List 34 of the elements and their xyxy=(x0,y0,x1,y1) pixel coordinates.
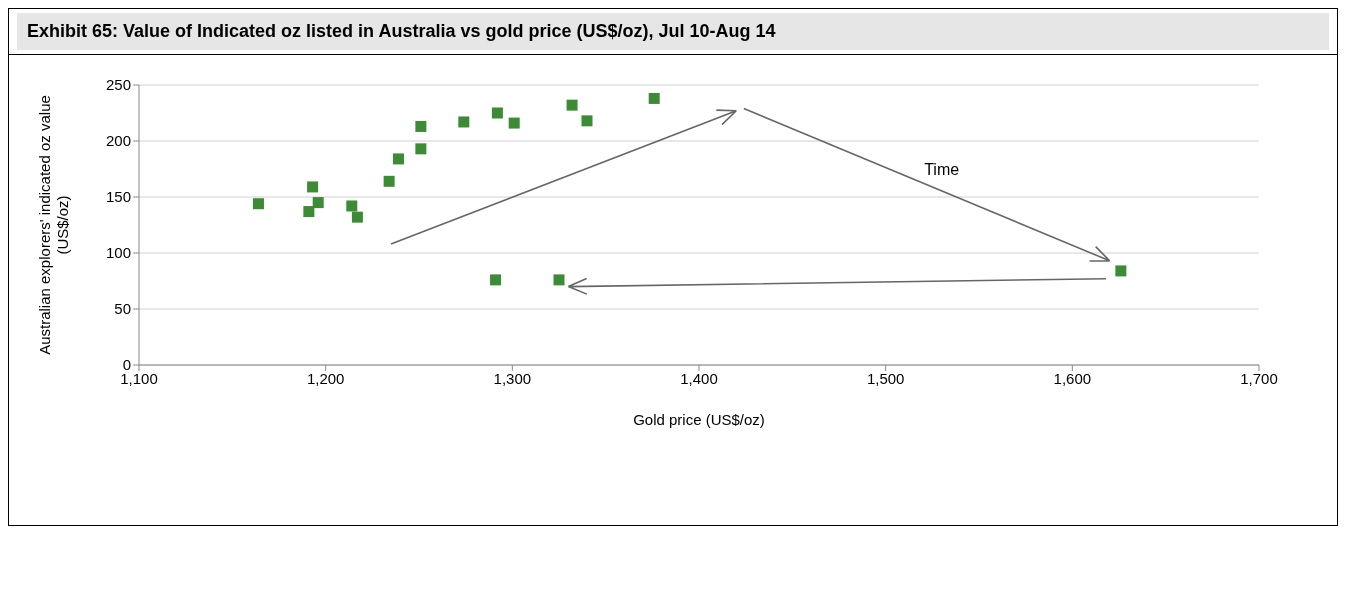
y-tick-label: 250 xyxy=(105,76,131,94)
point xyxy=(383,175,395,187)
point xyxy=(508,117,520,129)
point xyxy=(252,198,264,210)
y-tick-label: 200 xyxy=(105,132,131,150)
x-tick-label: 1,500 xyxy=(866,369,905,387)
point xyxy=(581,115,593,127)
y-axis-title: Australian explorers' indicated oz value (US$/oz) xyxy=(36,94,72,357)
x-tick-label: 1,600 xyxy=(1053,369,1092,387)
y-tick-label: 100 xyxy=(105,244,131,262)
annotation: Time xyxy=(924,160,960,178)
point xyxy=(312,197,324,209)
x-tick-label: 1,700 xyxy=(1240,369,1278,387)
point xyxy=(351,211,363,223)
point xyxy=(490,274,502,286)
point xyxy=(392,153,404,165)
chart-title: Exhibit 65: Value of Indicated oz listed in Australia vs gold price (US$/oz), Jul 10-Aug 14 xyxy=(17,13,1329,50)
y-tick-label: 50 xyxy=(114,300,131,318)
point xyxy=(553,274,565,286)
point xyxy=(415,143,427,155)
point xyxy=(415,120,427,132)
x-tick-label: 1,200 xyxy=(306,369,345,387)
point xyxy=(1115,265,1127,277)
y-tick-label: 150 xyxy=(105,188,131,206)
point xyxy=(307,181,319,193)
point xyxy=(346,200,358,212)
point xyxy=(648,92,660,104)
point xyxy=(566,99,578,111)
point xyxy=(491,107,503,119)
point xyxy=(303,206,315,218)
x-tick-label: 1,400 xyxy=(680,369,718,387)
x-axis-title: Gold price (US$/oz) xyxy=(633,411,765,428)
x-tick-label: 1,300 xyxy=(493,369,532,387)
point xyxy=(458,116,470,128)
